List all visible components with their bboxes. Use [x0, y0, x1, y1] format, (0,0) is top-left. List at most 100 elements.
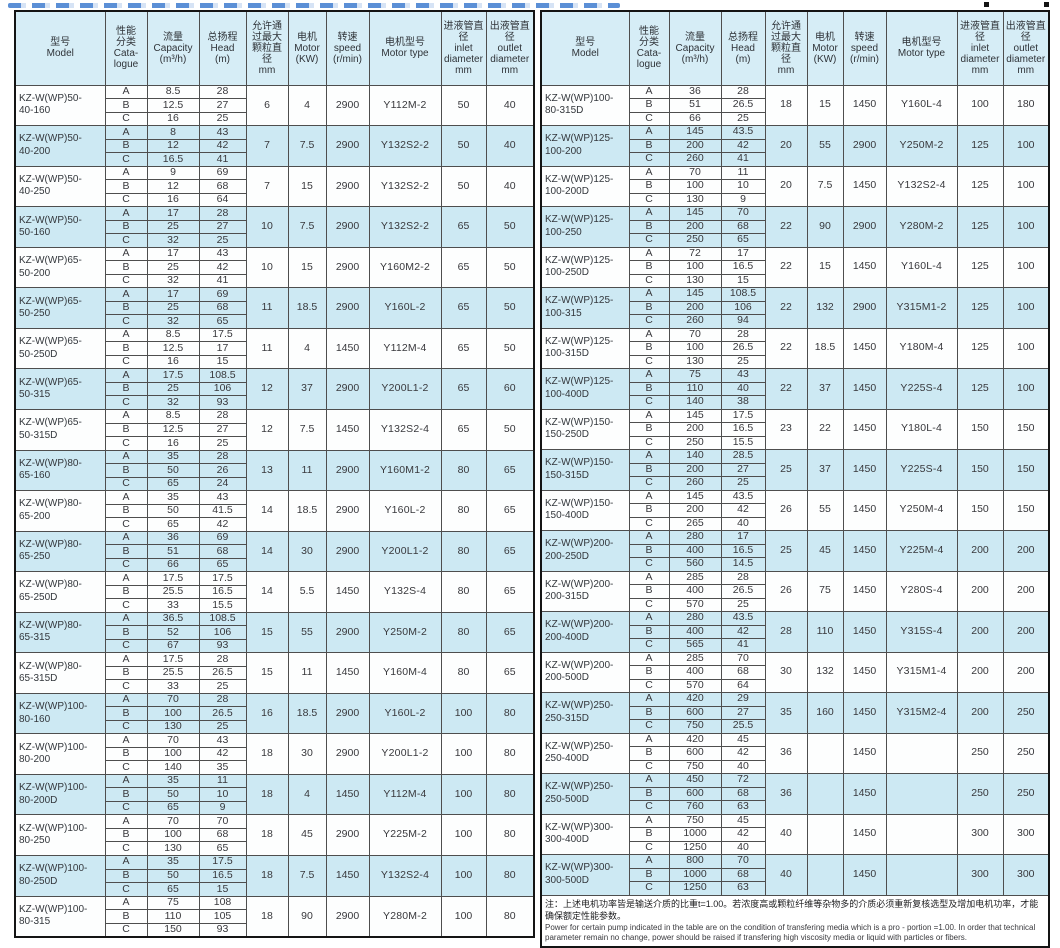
particle-cell: 15 — [245, 652, 289, 694]
table-row: KZ-W(WP)80- 65-200 A 35 43 14 18.5 2900 Y160L-2… — [14, 490, 535, 532]
outlet-cell: 80 — [485, 692, 535, 735]
col-header-model: 型号 Model — [540, 10, 630, 86]
head-cell: 25 — [198, 436, 247, 451]
motor-kw-cell: 4 — [287, 84, 327, 127]
motor-kw-cell: 37 — [806, 368, 844, 410]
head-cell: 16.5 — [720, 543, 766, 558]
speed-cell: 1450 — [842, 651, 887, 693]
motor-kw-cell: 37 — [287, 368, 327, 410]
capacity-cell: 16 — [146, 354, 200, 370]
head-cell: 63 — [720, 881, 766, 896]
capacity-cell: 16.5 — [146, 152, 200, 167]
table-row: KZ-W(WP)200- 200-400D A 280 43.5 28 110 1450 Y3… — [540, 611, 1050, 653]
head-cell: 70 — [720, 206, 766, 221]
inlet-cell: 125 — [956, 368, 1004, 410]
head-cell: 69 — [198, 530, 247, 546]
head-cell: 43.5 — [720, 611, 766, 626]
table-row: C 130 9 — [541, 192, 1049, 207]
capacity-cell: 25 — [146, 260, 200, 275]
catalogue-cell: C — [628, 719, 670, 734]
capacity-cell: 50 — [146, 463, 200, 478]
catalogue-cell: B — [104, 179, 148, 194]
catalogue-cell: B — [628, 381, 670, 396]
table-row: KZ-W(WP)150- 150-250D A 145 17.5 23 22 1450 Y18… — [540, 408, 1050, 450]
table-row: C 140 38 — [541, 395, 1049, 410]
head-cell: 9 — [198, 800, 247, 816]
model-cell: KZ-W(WP)80- 65-315 — [14, 611, 106, 654]
model-cell: KZ-W(WP)100- 80-315 — [14, 895, 106, 938]
capacity-cell: 750 — [668, 813, 722, 828]
head-cell: 28 — [198, 409, 247, 424]
capacity-cell: 200 — [668, 138, 722, 153]
inlet-cell: 80 — [440, 490, 487, 532]
capacity-cell: 70 — [146, 733, 200, 748]
head-cell: 70 — [198, 814, 247, 829]
inlet-cell: 100 — [440, 855, 487, 897]
capacity-cell: 600 — [668, 746, 722, 761]
speed-cell: 2900 — [325, 125, 370, 167]
head-cell: 15 — [198, 354, 247, 370]
table-row: KZ-W(WP)200- 200-315D A 285 28 26 75 1450 Y280S… — [540, 570, 1050, 612]
motor-kw-cell: 15 — [806, 246, 844, 288]
head-cell: 68 — [198, 827, 247, 843]
speed-cell: 1450 — [842, 732, 887, 774]
outlet-cell: 250 — [1002, 692, 1050, 734]
head-cell: 105 — [198, 909, 247, 924]
capacity-cell: 66 — [146, 557, 200, 573]
head-cell: 93 — [198, 922, 247, 938]
capacity-cell: 9 — [146, 165, 200, 181]
capacity-cell: 200 — [668, 219, 722, 234]
table-row: KZ-W(WP)100- 80-250 A 70 70 18 45 2900 Y225M-2 1… — [14, 814, 535, 856]
inlet-cell: 125 — [956, 246, 1004, 288]
catalogue-cell: C — [628, 516, 670, 531]
head-cell: 64 — [720, 678, 766, 693]
table-row: KZ-W(WP)150- 150-400D A 145 43.5 26 55 1450 Y25… — [540, 489, 1050, 531]
capacity-cell: 200 — [668, 503, 722, 518]
header-row: 型号 Model 性能 分类 Cata- logue 流量 Capacity (m³… — [14, 10, 535, 86]
speed-cell: 1450 — [842, 570, 887, 612]
catalogue-cell: B — [628, 138, 670, 153]
table-row: B 25 27 — [15, 219, 534, 235]
capacity-cell: 100 — [668, 260, 722, 275]
model-cell: KZ-W(WP)50- 40-160 — [14, 84, 106, 127]
capacity-cell: 12 — [146, 179, 200, 194]
cropped-page-title — [0, 0, 1060, 9]
particle-cell: 25 — [764, 530, 808, 572]
particle-cell: 7 — [245, 165, 289, 208]
particle-cell: 23 — [764, 408, 808, 450]
head-cell: 28 — [198, 692, 247, 708]
capacity-cell: 17 — [146, 206, 200, 221]
table-row: KZ-W(WP)80- 65-250 A 36 69 14 30 2900 Y200L1-2 8… — [14, 530, 535, 573]
footnote-chinese: 注：上述电机功率皆是输送介质的比重t=1.00。若浓度高或颗粒纤维等杂物多的介质… — [545, 898, 1039, 921]
catalogue-cell: C — [104, 354, 148, 370]
head-cell: 25 — [198, 233, 247, 248]
table-row: B 52 106 — [15, 625, 534, 640]
motor-kw-cell: 55 — [806, 489, 844, 531]
catalogue-cell: C — [104, 598, 148, 613]
table-row: KZ-W(WP)250- 250-400D A 420 45 36 1450 250 250 — [540, 732, 1050, 774]
table-row: C 33 25 — [15, 679, 534, 694]
col-header-inlet: 进液管直 径 inlet diameter mm — [440, 10, 487, 86]
particle-cell: 22 — [764, 206, 808, 248]
table-row: KZ-W(WP)250- 250-315D A 420 29 35 160 1450 Y315… — [540, 692, 1050, 734]
model-cell: KZ-W(WP)250- 250-400D — [540, 732, 630, 774]
catalogue-cell: B — [628, 219, 670, 234]
speed-cell: 2900 — [325, 206, 370, 248]
catalogue-cell: B — [628, 624, 670, 639]
head-cell: 41 — [720, 152, 766, 167]
table-row: B 200 106 — [541, 300, 1049, 315]
motor-type-cell: Y160M-4 — [368, 652, 442, 694]
catalogue-cell: B — [628, 300, 670, 315]
motor-type-cell: Y112M-2 — [368, 84, 442, 127]
head-cell: 25 — [198, 679, 247, 694]
model-cell: KZ-W(WP)65- 50-250 — [14, 287, 106, 329]
table-row: KZ-W(WP)65- 50-250 A 17 69 11 18.5 2900 Y160L-2… — [14, 287, 535, 329]
head-cell: 65 — [198, 841, 247, 856]
capacity-cell: 750 — [668, 759, 722, 774]
catalogue-cell: C — [628, 111, 670, 126]
motor-kw-cell: 11 — [287, 652, 327, 694]
outlet-cell: 65 — [485, 490, 535, 532]
capacity-cell: 32 — [146, 395, 200, 410]
outlet-cell: 60 — [485, 368, 535, 410]
col-header-speed: 转速 speed (r/min) — [842, 10, 887, 86]
